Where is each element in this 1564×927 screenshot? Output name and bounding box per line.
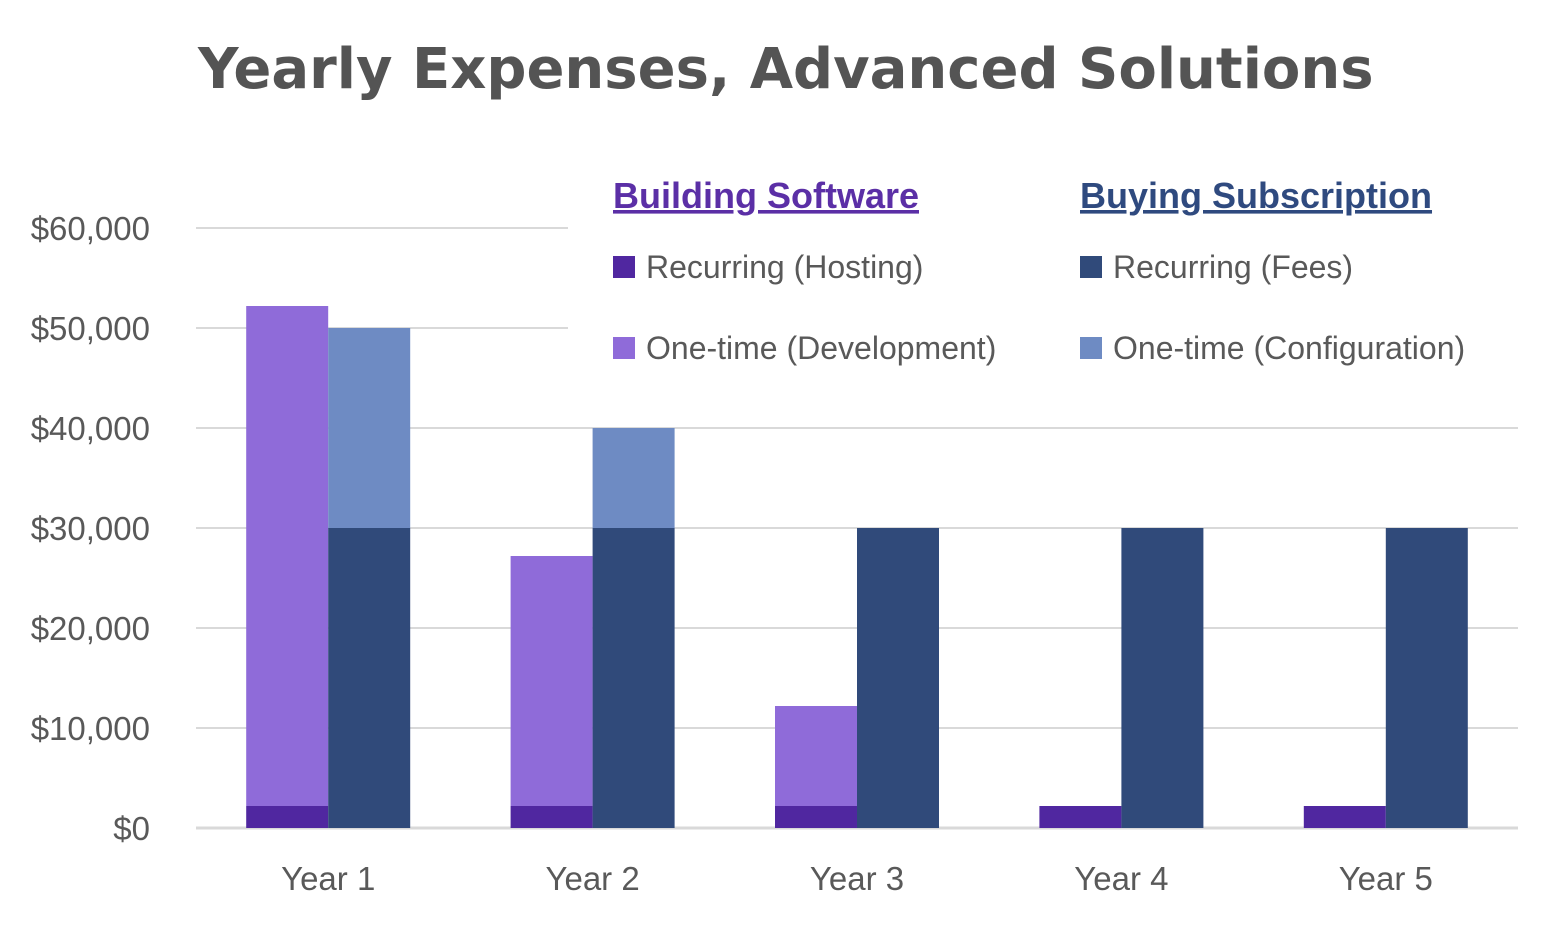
x-tick-label: Year 5 — [1339, 860, 1433, 897]
legend: Building Software Recurring (Hosting) One-… — [568, 165, 1553, 375]
y-tick-label: $30,000 — [31, 510, 150, 547]
bars — [246, 306, 1468, 828]
bar-segment — [328, 528, 411, 828]
bar-segment — [1121, 528, 1204, 828]
bar-segment — [1385, 528, 1468, 828]
x-tick-label: Year 1 — [281, 860, 375, 897]
y-tick-label: $50,000 — [31, 310, 150, 347]
legend-swatch — [1080, 337, 1102, 359]
bar-segment — [592, 428, 675, 528]
legend-label: One-time (Configuration) — [1113, 330, 1465, 366]
bar-segment — [510, 556, 593, 806]
legend-label: Recurring (Hosting) — [646, 249, 923, 285]
legend-background — [568, 165, 1553, 375]
x-tick-label: Year 3 — [810, 860, 904, 897]
bar-segment — [857, 528, 939, 828]
y-tick-label: $20,000 — [31, 610, 150, 647]
bar-segment — [775, 706, 857, 806]
bar-segment — [592, 528, 675, 828]
legend-swatch — [613, 256, 635, 278]
legend-swatch — [1080, 256, 1102, 278]
bar-segment — [510, 806, 593, 828]
legend-group-title: Building Software — [613, 175, 919, 216]
bar-segment — [246, 806, 329, 828]
bar-segment — [1039, 806, 1122, 828]
x-axis-ticks: Year 1 Year 2 Year 3 Year 4 Year 5 — [281, 860, 1433, 897]
y-tick-label: $10,000 — [31, 710, 150, 747]
y-axis-ticks: $0 $10,000 $20,000 $30,000 $40,000 $50,000 $60… — [31, 210, 150, 847]
x-tick-label: Year 4 — [1074, 860, 1168, 897]
y-tick-label: $40,000 — [31, 410, 150, 447]
bar-segment — [1303, 806, 1386, 828]
legend-label: Recurring (Fees) — [1113, 249, 1353, 285]
chart-title: Yearly Expenses, Advanced Solutions — [197, 37, 1374, 102]
y-tick-label: $60,000 — [31, 210, 150, 247]
legend-label: One-time (Development) — [646, 330, 996, 366]
bar-segment — [246, 306, 329, 806]
y-tick-label: $0 — [113, 810, 150, 847]
bar-segment — [328, 328, 411, 528]
legend-swatch — [613, 337, 635, 359]
x-tick-label: Year 2 — [545, 860, 639, 897]
bar-segment — [775, 806, 857, 828]
legend-group-title: Buying Subscription — [1080, 175, 1432, 216]
